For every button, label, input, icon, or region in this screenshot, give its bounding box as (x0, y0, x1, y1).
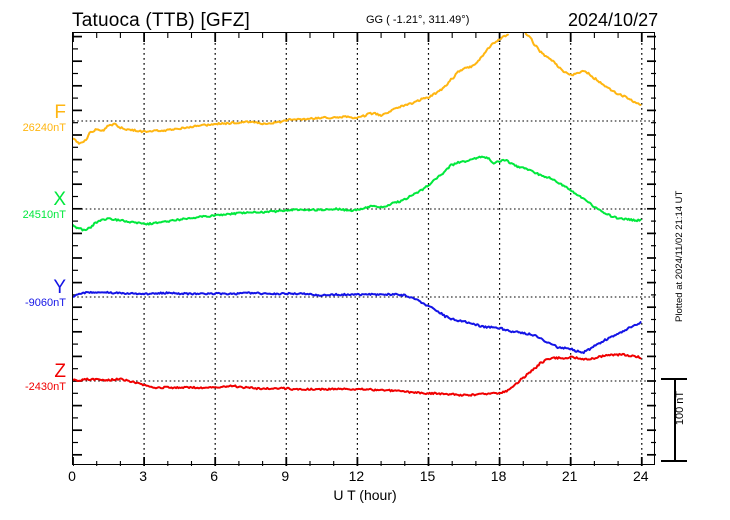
x-tick-label-9: 9 (281, 468, 290, 484)
scale-bar-top-cap (661, 378, 687, 380)
x-tick-label-12: 12 (348, 468, 365, 484)
trace-letter-Z: Z (54, 361, 66, 382)
x-tick-label-21: 21 (561, 468, 578, 484)
scale-bar-bottom-cap (661, 460, 687, 462)
x-tick-label-15: 15 (419, 468, 436, 484)
trace-label-X: X 24510nT (0, 190, 66, 222)
plotted-at-timestamp: Plotted at 2024/11/02 21:14 UT (674, 190, 685, 322)
trace-Y (73, 290, 642, 355)
trace-Z (73, 352, 642, 397)
observation-date: 2024/10/27 (568, 10, 659, 30)
trace-X (73, 155, 642, 232)
trace-baseline-value-X: 24510nT (22, 209, 66, 221)
magnetogram-plot-area (72, 32, 656, 466)
page-title: Tatuoca (TTB) [GFZ] (72, 10, 250, 31)
geographic-coordinates: GG ( -1.21°, 311.49°) (366, 14, 470, 26)
trace-letter-Y: Y (53, 277, 66, 298)
trace-label-F: F 26240nT (0, 103, 66, 135)
trace-label-Y: Y -9060nT (0, 278, 66, 310)
x-tick-label-0: 0 (68, 468, 76, 484)
x-tick-label-6: 6 (210, 468, 219, 484)
trace-label-Z: Z -2430nT (0, 362, 66, 394)
trace-baseline-value-F: 26240nT (22, 122, 66, 134)
trace-baseline-value-Z: -2430nT (25, 381, 66, 393)
scale-bar: 100 nT (658, 372, 692, 470)
trace-letter-X: X (53, 189, 66, 210)
x-tick-label-24: 24 (632, 468, 649, 484)
trace-letter-F: F (54, 102, 66, 123)
x-tick-label-18: 18 (490, 468, 507, 484)
trace-baseline-value-Y: -9060nT (25, 297, 66, 309)
trace-F (73, 33, 642, 145)
scale-bar-vertical-line (674, 379, 676, 461)
scale-bar-label: 100 nT (674, 390, 686, 426)
magnetogram-svg (73, 33, 656, 466)
x-tick-label-3: 3 (139, 468, 147, 484)
x-axis-label: U T (hour) (333, 487, 397, 503)
